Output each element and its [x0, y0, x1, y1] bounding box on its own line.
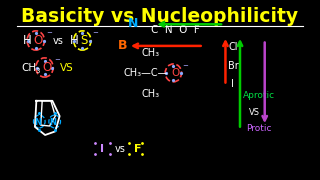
Text: −: −	[183, 63, 188, 69]
Text: CH₃—C—: CH₃—C—	[124, 68, 168, 78]
Text: −: −	[55, 57, 60, 64]
Text: O: O	[171, 68, 179, 78]
Text: N: N	[49, 118, 56, 127]
Text: CH₃: CH₃	[141, 89, 159, 99]
Text: I: I	[231, 79, 234, 89]
Text: vs: vs	[115, 143, 126, 154]
Text: Cl: Cl	[228, 42, 238, 52]
Text: N: N	[128, 17, 138, 30]
Text: I: I	[100, 143, 104, 154]
Text: vs: vs	[52, 35, 63, 46]
Text: H: H	[23, 34, 32, 47]
Text: Protic: Protic	[246, 124, 271, 133]
Text: VS: VS	[249, 108, 260, 117]
Text: VS: VS	[60, 62, 73, 73]
Text: H: H	[70, 34, 79, 47]
Text: O: O	[34, 34, 43, 47]
Text: C  N  O  F: C N O F	[151, 25, 200, 35]
Text: Br: Br	[228, 61, 239, 71]
Text: F: F	[134, 143, 141, 154]
Text: O: O	[42, 61, 52, 74]
Text: −: −	[92, 30, 98, 37]
Text: Aprotic: Aprotic	[243, 91, 275, 100]
Text: CH₃: CH₃	[141, 48, 159, 58]
Text: CH: CH	[22, 62, 37, 73]
Text: B: B	[118, 39, 127, 52]
Text: N: N	[34, 118, 41, 127]
Text: Basicity vs Nucleophilicity: Basicity vs Nucleophilicity	[21, 7, 299, 26]
Text: S: S	[80, 34, 87, 47]
Text: 3: 3	[36, 68, 40, 74]
Text: −: −	[46, 30, 52, 37]
